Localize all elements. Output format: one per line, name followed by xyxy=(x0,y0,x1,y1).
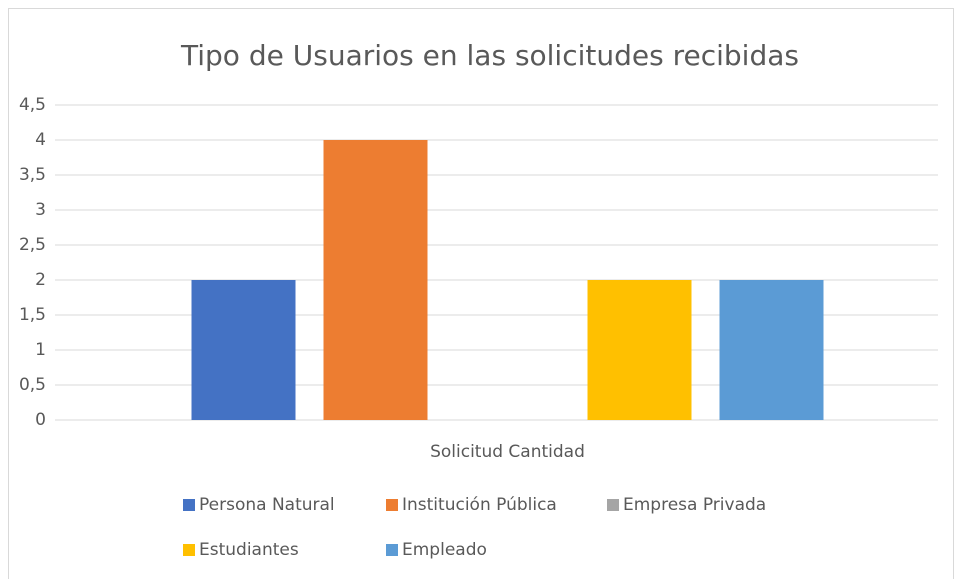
y-tick-label: 2,5 xyxy=(19,235,46,255)
y-tick-label: 3,5 xyxy=(19,165,46,185)
legend-swatch xyxy=(183,544,195,556)
legend-label: Estudiantes xyxy=(199,540,299,560)
legend-swatch xyxy=(386,499,398,511)
y-tick-label: 0 xyxy=(35,410,46,430)
y-tick-label: 3 xyxy=(35,200,46,220)
legend-label: Empleado xyxy=(402,540,487,560)
legend-label: Institución Pública xyxy=(402,495,557,515)
bar xyxy=(587,280,692,420)
chart-title: Tipo de Usuarios en las solicitudes reci… xyxy=(180,39,799,72)
legend-label: Empresa Privada xyxy=(623,495,766,515)
y-tick-label: 1 xyxy=(35,340,46,360)
y-tick-label: 4 xyxy=(35,130,46,150)
y-tick-label: 1,5 xyxy=(19,305,46,325)
legend-swatch xyxy=(386,544,398,556)
bar xyxy=(323,140,428,420)
y-tick-label: 0,5 xyxy=(19,375,46,395)
bar xyxy=(191,280,296,420)
legend-swatch xyxy=(607,499,619,511)
x-tick-label: Solicitud Cantidad xyxy=(430,442,585,462)
y-tick-label: 2 xyxy=(35,270,46,290)
legend-swatch xyxy=(183,499,195,511)
bar xyxy=(719,280,824,420)
legend-label: Persona Natural xyxy=(199,495,335,515)
y-tick-label: 4,5 xyxy=(19,95,46,115)
